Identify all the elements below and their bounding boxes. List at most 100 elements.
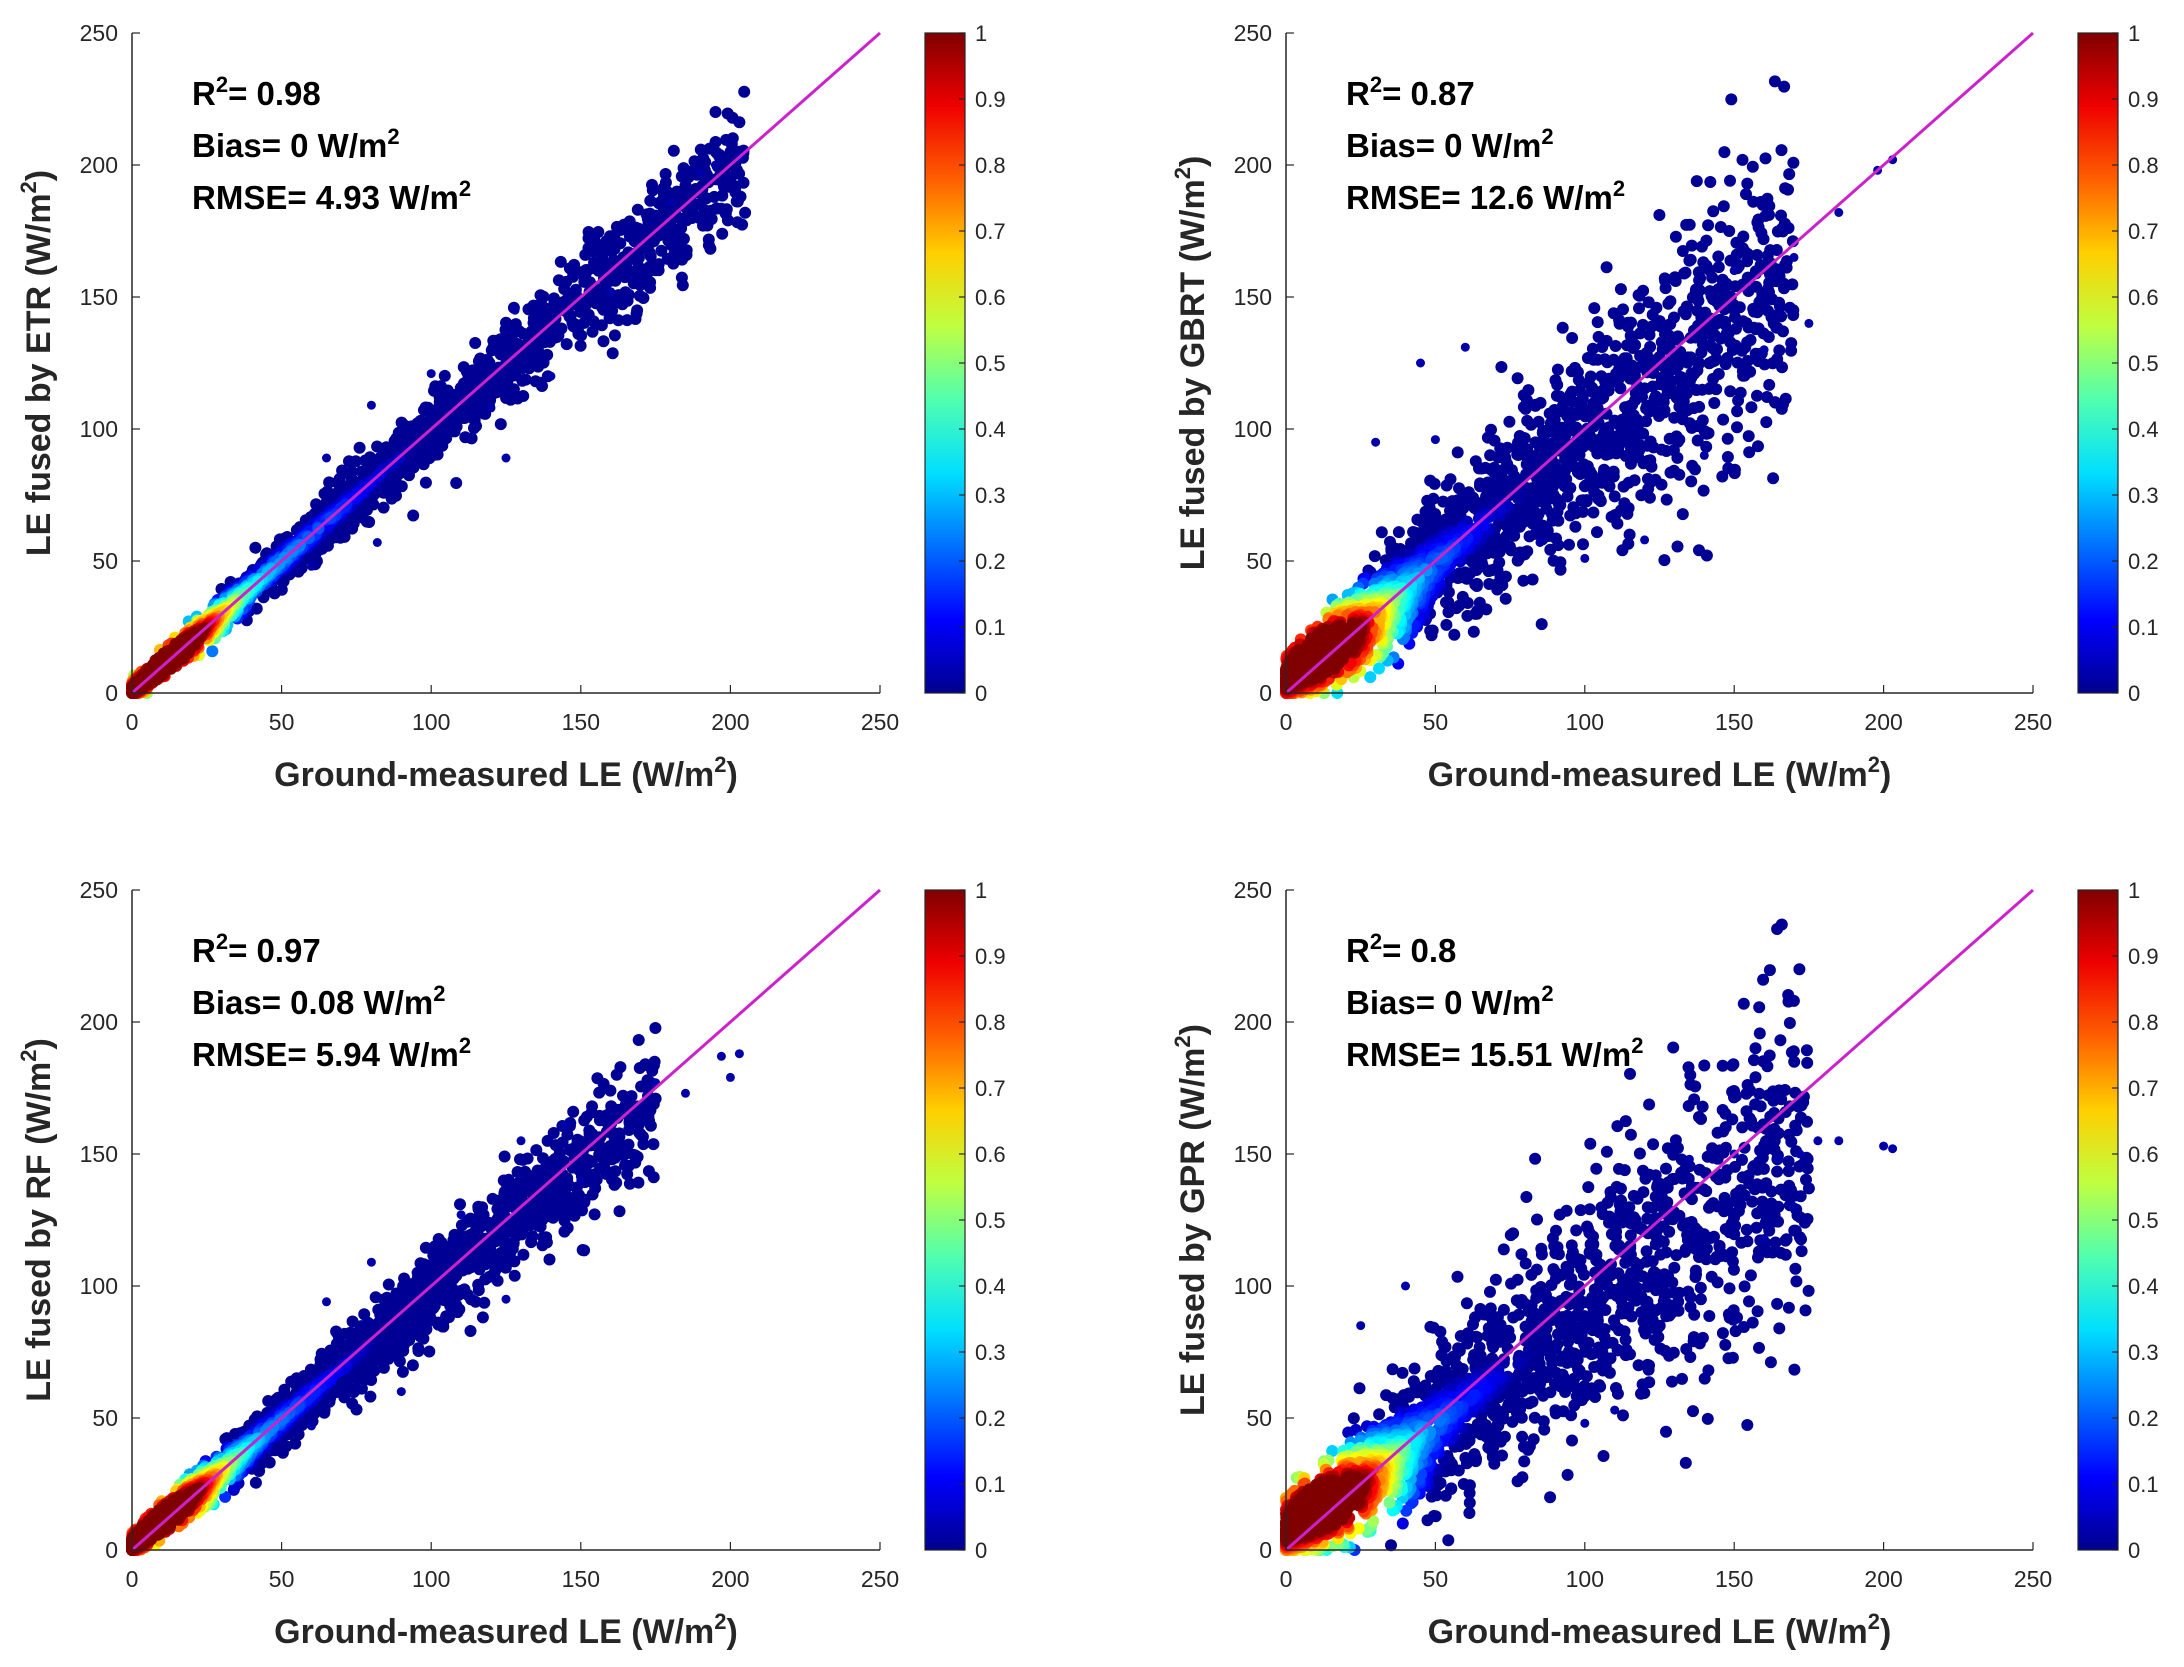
outlier-point (1729, 266, 1739, 276)
density-point (1485, 564, 1498, 577)
y-tick-label: 100 (80, 416, 118, 442)
density-point (1763, 276, 1776, 289)
density-point (1613, 317, 1626, 330)
density-point (1471, 604, 1484, 617)
density-point (1467, 625, 1480, 638)
x-axis-title: Ground-measured LE (W/m2) (1428, 752, 1892, 794)
outlier-point (426, 369, 436, 379)
density-point (1644, 435, 1657, 448)
density-point (592, 226, 605, 238)
density-point (1645, 460, 1658, 473)
density-point (1324, 634, 1337, 647)
density-point (1582, 405, 1595, 417)
density-point (1700, 549, 1713, 562)
density-point (1576, 505, 1589, 518)
outlier-point (372, 538, 382, 547)
density-point (657, 182, 670, 195)
density-point (1697, 484, 1710, 497)
density-point (1748, 305, 1760, 318)
density-point (1787, 309, 1800, 321)
density-point (517, 390, 530, 402)
density-point (554, 255, 567, 268)
density-point (1721, 451, 1734, 463)
density-point (1618, 416, 1631, 429)
density-point (1622, 502, 1635, 514)
density-point (1763, 200, 1776, 212)
density-point (1392, 526, 1405, 539)
colorbar-tick-label: 0.4 (975, 417, 1006, 442)
colorbar-tick-label: 0.9 (2128, 87, 2159, 112)
colorbar-tick-label: 0.6 (2128, 285, 2159, 310)
colorbar-tick-label: 0 (2128, 681, 2140, 706)
density-point (1440, 618, 1453, 631)
density-point (1335, 649, 1348, 662)
density-point (1721, 432, 1734, 445)
density-point (1779, 182, 1792, 195)
density-point (1655, 478, 1668, 491)
density-point (697, 219, 709, 232)
density-point (450, 388, 463, 401)
density-point (1626, 359, 1639, 372)
density-point (415, 456, 428, 469)
density-point (699, 192, 712, 205)
density-point (1521, 414, 1534, 427)
density-point (578, 296, 591, 309)
density-point (1535, 618, 1548, 631)
density-point (1532, 518, 1545, 531)
density-point (1695, 240, 1708, 253)
density-point (450, 477, 463, 489)
density-point (1767, 317, 1780, 330)
density-point (643, 246, 656, 259)
colorbar-tick-label: 0.3 (2128, 483, 2159, 508)
density-point (1384, 535, 1396, 548)
density-point (1777, 325, 1789, 338)
density-point (1717, 200, 1730, 213)
density-point (1598, 353, 1611, 366)
stat-r2: R2= 0.87 (1346, 72, 1475, 112)
density-point (1625, 316, 1637, 329)
outlier-point (1699, 450, 1709, 460)
density-point (1646, 308, 1659, 321)
density-point (1499, 592, 1512, 605)
density-point (1786, 278, 1799, 291)
density-point (1763, 378, 1776, 391)
density-point (1614, 283, 1627, 296)
density-point (438, 369, 451, 382)
density-point (1679, 266, 1692, 279)
density-point (487, 334, 500, 347)
density-point (729, 180, 742, 193)
density-point (1596, 341, 1609, 353)
density-point (1752, 440, 1764, 453)
density-point (676, 253, 688, 266)
density-point (1571, 366, 1584, 379)
density-point (1741, 177, 1754, 190)
density-point (672, 230, 685, 243)
density-point (1529, 399, 1542, 412)
density-point (587, 315, 600, 328)
density-point (1708, 397, 1721, 409)
density-point (724, 171, 737, 184)
density-point (347, 517, 360, 530)
density-point (596, 254, 609, 267)
x-tick-label: 50 (1423, 709, 1449, 735)
density-point (580, 266, 593, 279)
density-point (1628, 474, 1641, 487)
density-point (616, 298, 629, 311)
density-point (1585, 468, 1598, 480)
density-point (566, 287, 579, 300)
outlier-point (1580, 553, 1590, 563)
density-point (1517, 401, 1530, 414)
y-axis-title: LE fused by ETR (W/m2) (16, 170, 58, 556)
density-point (1522, 384, 1535, 397)
outlier-point (606, 287, 616, 297)
density-point (1707, 293, 1720, 306)
density-point (1554, 499, 1567, 512)
density-point (1592, 489, 1605, 502)
density-point (1716, 279, 1729, 292)
density-point (1712, 250, 1725, 263)
density-point (1508, 529, 1521, 542)
density-point (1608, 490, 1621, 503)
density-point (1427, 492, 1440, 505)
density-point (1591, 526, 1603, 539)
density-point (407, 509, 420, 522)
